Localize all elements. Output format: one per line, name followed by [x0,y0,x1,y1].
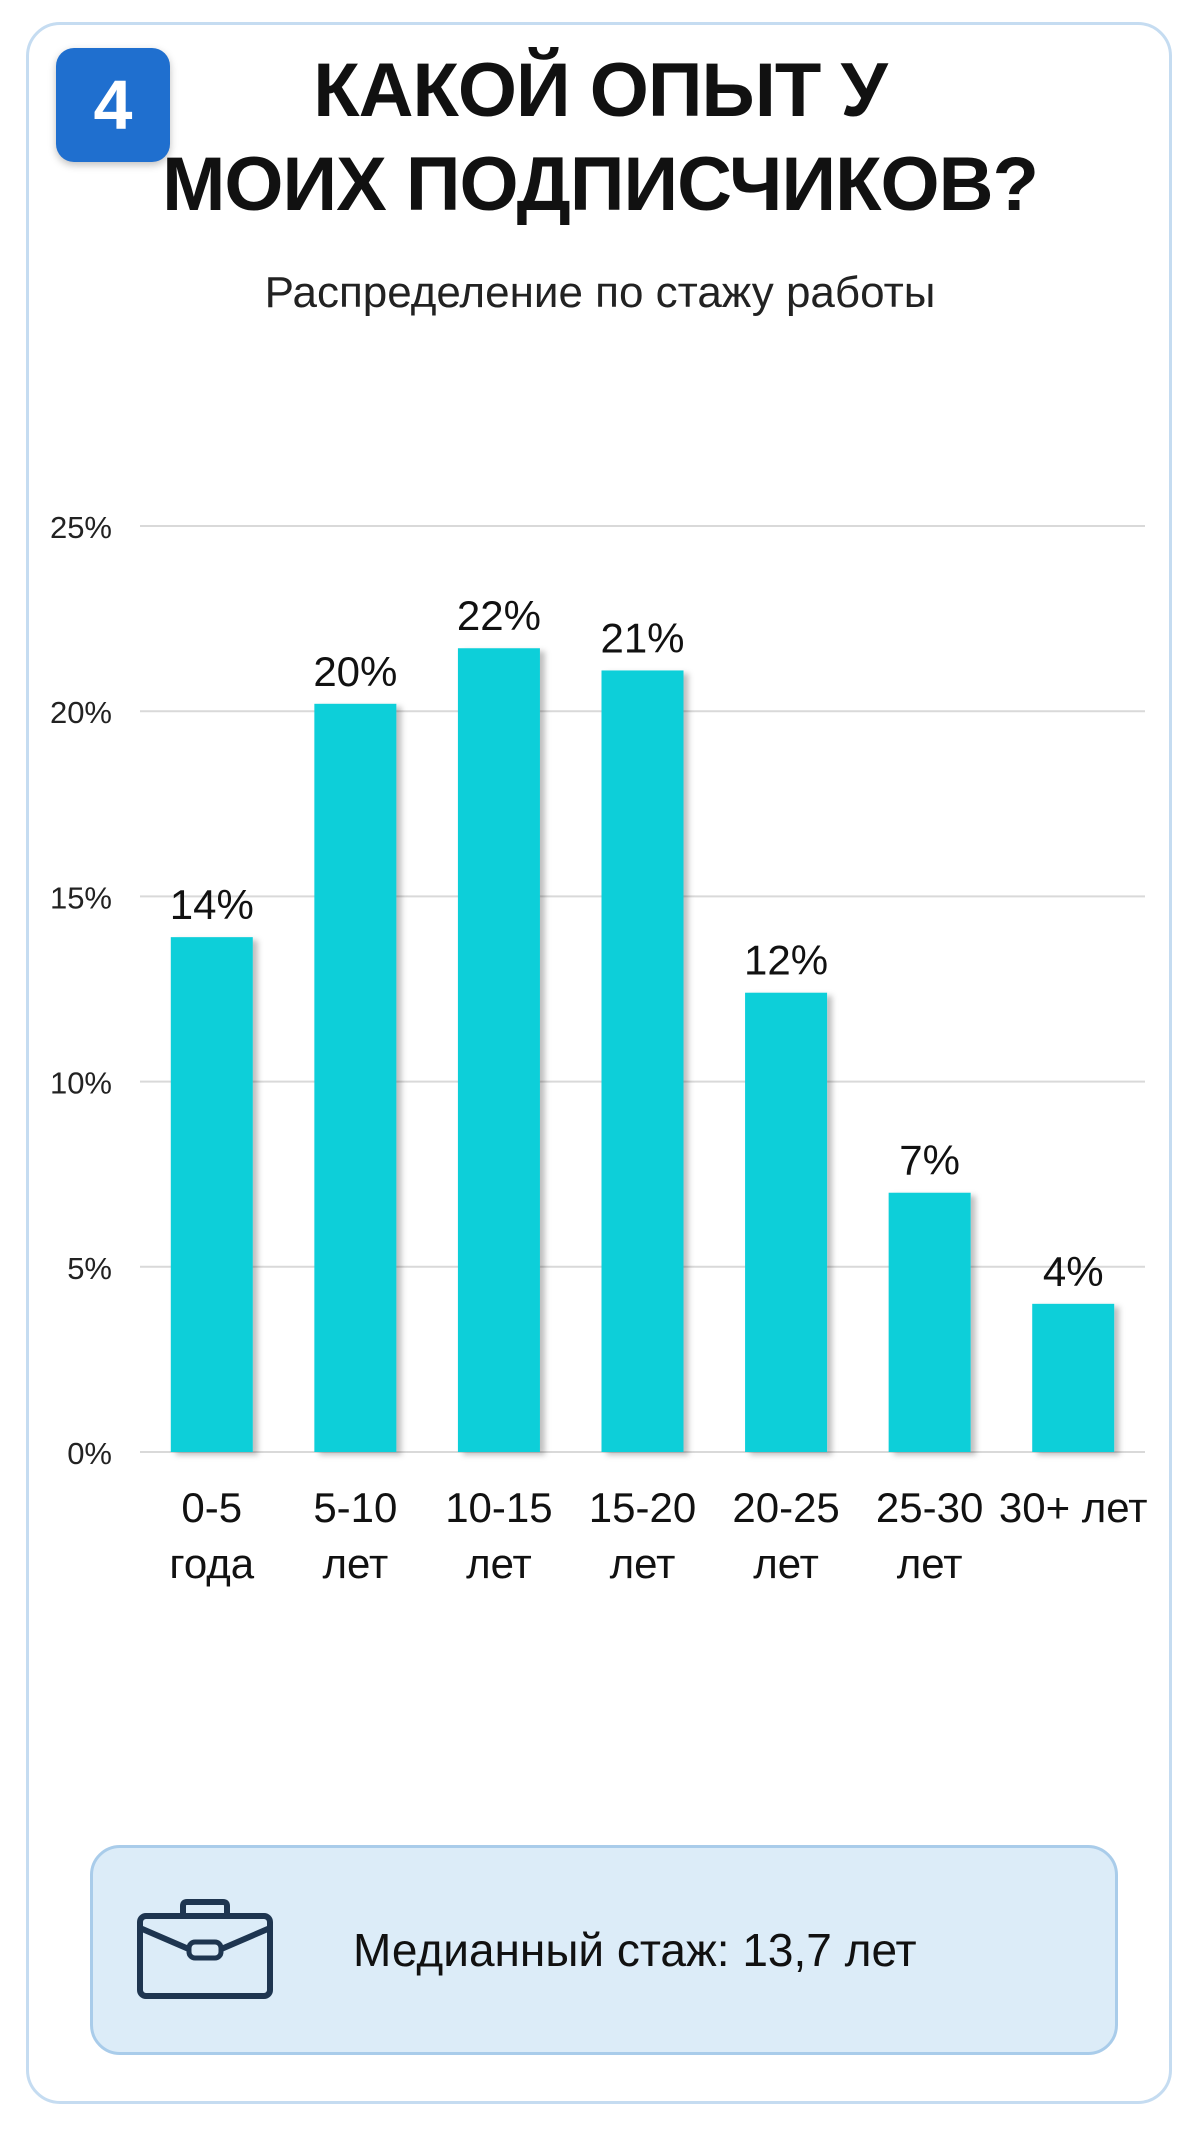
data-label: 7% [899,1137,960,1184]
page-title: КАКОЙ ОПЫТ У МОИХ ПОДПИСЧИКОВ? [150,44,1050,232]
y-axis: 0% 5% 10% 15% 20% 25% [50,510,112,1471]
x-tick-label: 0-5 [181,1484,242,1531]
median-experience-text: Медианный стаж: 13,7 лет [353,1924,917,1976]
y-tick-label: 15% [50,880,112,915]
bars [170,648,1115,1452]
title-line-2: МОИХ ПОДПИСЧИКОВ? [162,142,1039,227]
briefcase-icon [137,1899,273,1999]
data-label: 4% [1043,1248,1104,1295]
bar-4 [745,992,828,1452]
data-label: 12% [744,937,828,984]
x-tick-label: 15-20 [589,1484,696,1531]
bar-1 [314,703,397,1452]
x-tick-label: лет [466,1540,532,1587]
y-tick-label: 25% [50,510,112,545]
x-tick-label: 20-25 [732,1484,839,1531]
data-label: 21% [600,614,684,661]
x-tick-label: 5-10 [313,1484,397,1531]
y-tick-label: 0% [67,1436,112,1471]
bar-2 [457,648,540,1452]
y-tick-label: 5% [67,1251,112,1286]
bar-0 [170,937,253,1452]
bar-3 [601,670,684,1452]
y-tick-label: 10% [50,1066,112,1101]
bar-6 [1032,1303,1115,1452]
chart-subtitle: Распределение по стажу работы [264,268,936,317]
median-info-box: Медианный стаж: 13,7 лет [90,1845,1118,2055]
x-tick-label: года [169,1540,254,1587]
x-tick-label: лет [753,1540,819,1587]
step-badge: 4 [56,48,170,162]
x-tick-label: лет [322,1540,388,1587]
data-label: 20% [313,648,397,695]
data-label: 14% [170,881,254,928]
x-tick-label: 25-30 [876,1484,983,1531]
x-tick-label: 10-15 [445,1484,552,1531]
x-tick-label: лет [610,1540,676,1587]
bar-5 [888,1192,971,1452]
title-line-1: КАКОЙ ОПЫТ У [313,48,887,133]
data-labels: 14% 20% 22% 21% 12% 7% 4% [170,592,1104,1295]
x-tick-label: 30+ лет [999,1484,1148,1531]
y-tick-label: 20% [50,695,112,730]
x-axis: 0-5 года 5-10 лет 10-15 лет 15-20 лет 20-25 лет 25… [169,1484,1147,1587]
bar-chart: 0% 5% 10% 15% 20% 25% 14% 20% 22% 21% 12% 7% 4% 0-5… [50,510,1148,1587]
x-tick-label: лет [897,1540,963,1587]
data-label: 22% [457,592,541,639]
